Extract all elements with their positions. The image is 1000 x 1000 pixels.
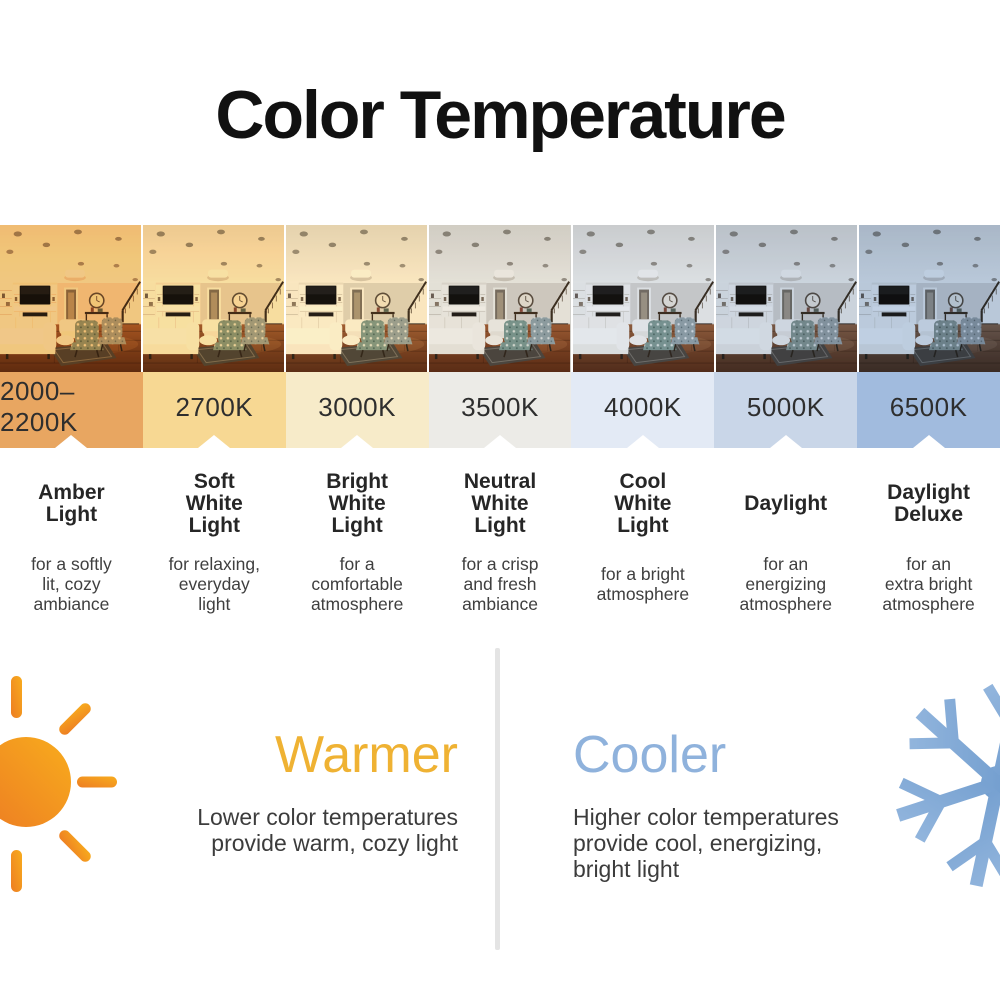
room-photo-5000k (715, 225, 857, 372)
photo-row (0, 225, 1000, 372)
light-name: Daylight Deluxe (887, 481, 970, 526)
kelvin-strip-5000k: 5000K (714, 372, 858, 448)
light-name: Bright White Light (326, 470, 389, 537)
kelvin-strip-3000k: 3000K (285, 372, 429, 448)
warmer-section: Warmer Lower color temperatures provide … (110, 728, 458, 856)
kelvin-strip-2700k: 2700K (142, 372, 286, 448)
warm-tint-overlay (0, 225, 142, 372)
section-divider (495, 648, 500, 950)
cooler-heading: Cooler (573, 726, 727, 784)
kelvin-label: 4000K (604, 391, 682, 422)
kelvin-label: 6500K (889, 391, 968, 422)
light-name: Cool White Light (614, 470, 672, 537)
light-name-row: Amber Light Soft White Light Bright Whit… (0, 458, 1000, 550)
room-photo-4000k (572, 225, 714, 372)
cooler-description: Higher color temperatures provide cool, … (573, 804, 839, 882)
page-title: Color Temperature (215, 77, 786, 153)
kelvin-strip-6500k: 6500K (857, 372, 1000, 448)
pointer-notch (769, 435, 802, 448)
light-name: Daylight (744, 492, 828, 515)
light-name: Neutral White Light (463, 470, 537, 537)
kelvin-strip-row: 2000–2200K 2700K 3000K 3500K 4000K 5000K… (0, 372, 1000, 448)
kelvin-strip-4000k: 4000K (571, 372, 715, 448)
pointer-notch (912, 435, 945, 448)
cool-tint-overlay (572, 225, 714, 372)
sun-icon (0, 676, 117, 892)
light-name: Soft White Light (185, 470, 243, 537)
pointer-notch (198, 435, 231, 448)
light-description: for a comfortable atmosphere (310, 554, 404, 614)
cooler-section: Cooler Higher color temperatures provide… (573, 728, 933, 882)
cool-tint-overlay (858, 225, 1000, 372)
kelvin-label: 3000K (318, 391, 396, 422)
light-name: Amber Light (38, 481, 105, 526)
light-description-row: for a softly lit, cozy ambiance for rela… (0, 545, 1000, 623)
warm-tint-overlay (143, 225, 285, 372)
light-description: for an energizing atmosphere (739, 554, 832, 614)
light-description: for an extra bright atmosphere (882, 554, 975, 614)
kelvin-strip-3500k: 3500K (428, 372, 572, 448)
pointer-notch (55, 435, 88, 448)
neutral-tint-overlay (429, 225, 571, 372)
kelvin-label: 2700K (175, 391, 254, 422)
kelvin-label: 5000K (746, 391, 825, 422)
room-photo-6500k (858, 225, 1000, 372)
light-description: for a softly lit, cozy ambiance (31, 554, 112, 614)
room-photo-2700k (143, 225, 285, 372)
pointer-notch (484, 435, 516, 448)
warm-tint-overlay (286, 225, 428, 372)
kelvin-strip-2000k: 2000–2200K (0, 372, 143, 448)
light-description: for a bright atmosphere (596, 564, 690, 604)
room-photo-2000k (0, 225, 142, 372)
pointer-notch (626, 435, 659, 448)
pointer-notch (341, 435, 374, 448)
snowflake-icon (896, 678, 1000, 888)
warmer-heading: Warmer (275, 726, 458, 784)
kelvin-label: 3500K (461, 391, 539, 422)
room-photo-3500k (429, 225, 571, 372)
kelvin-label: 2000–2200K (0, 376, 78, 437)
warmer-description: Lower color temperatures provide warm, c… (197, 804, 458, 856)
light-description: for a crisp and fresh ambiance (461, 554, 539, 614)
cool-tint-overlay (715, 225, 857, 372)
light-description: for relaxing, everyday light (168, 554, 260, 614)
room-photo-3000k (286, 225, 428, 372)
